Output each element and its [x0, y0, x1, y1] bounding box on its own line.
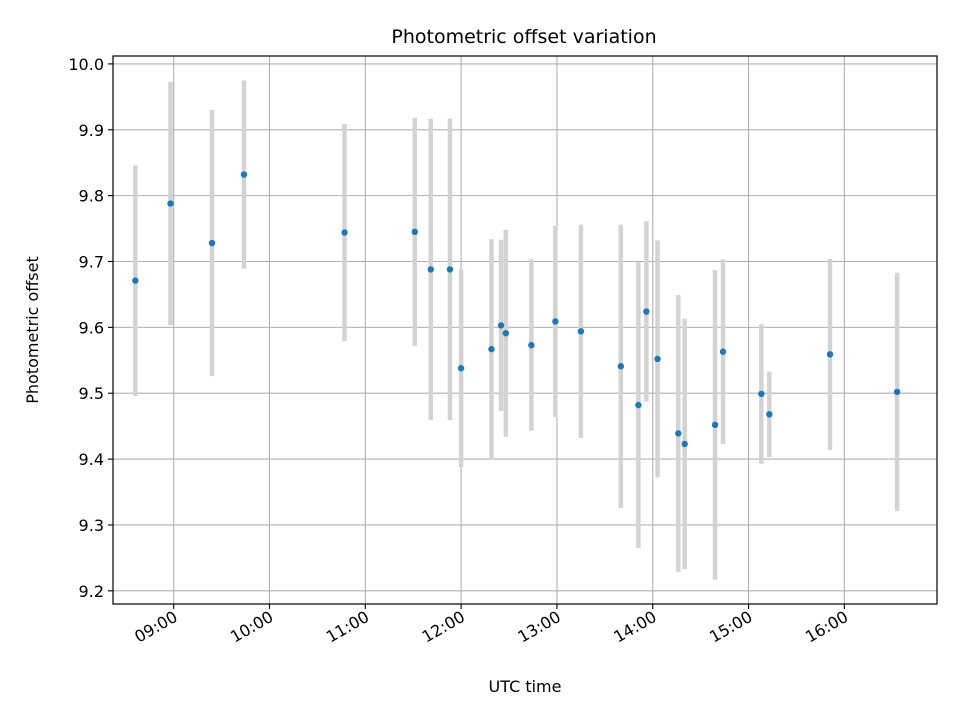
y-tick-label: 9.9	[79, 121, 104, 140]
y-tick-label: 9.7	[79, 253, 104, 272]
data-point	[719, 348, 727, 355]
y-tick-label: 9.4	[79, 450, 104, 469]
data-point	[766, 411, 773, 418]
chart-title: Photometric offset variation	[391, 26, 656, 48]
y-tick-label: 10.0	[68, 55, 104, 74]
data-point	[758, 390, 765, 398]
y-tick-label: 9.8	[79, 187, 104, 206]
data-point	[488, 345, 495, 353]
data-point	[675, 430, 682, 437]
y-tick-label: 9.3	[79, 516, 104, 535]
data-point	[208, 239, 216, 247]
data-point	[502, 330, 510, 337]
data-point	[711, 421, 719, 429]
data-point	[617, 363, 625, 370]
point-layer	[132, 171, 901, 448]
y-tick-label: 9.2	[79, 582, 104, 601]
data-point	[893, 388, 901, 396]
y-tick-label: 9.6	[79, 318, 104, 337]
data-point	[240, 171, 248, 178]
data-point	[411, 228, 419, 236]
data-point	[341, 229, 348, 236]
data-point	[654, 355, 661, 363]
data-point	[681, 440, 688, 448]
data-point	[643, 308, 650, 315]
data-point	[552, 318, 559, 325]
y-axis-title: Photometric offset	[23, 256, 42, 404]
data-point	[446, 266, 454, 273]
plot-frame	[112, 55, 938, 605]
data-point	[635, 401, 642, 409]
data-point	[167, 200, 174, 207]
x-axis-title: UTC time	[489, 677, 562, 696]
data-point	[497, 322, 505, 329]
data-point	[528, 341, 535, 349]
y-tick-label: 9.5	[79, 384, 104, 403]
data-point	[132, 277, 139, 284]
data-point	[826, 351, 834, 358]
data-point	[427, 266, 434, 273]
data-point	[577, 328, 585, 335]
data-point	[457, 365, 465, 372]
